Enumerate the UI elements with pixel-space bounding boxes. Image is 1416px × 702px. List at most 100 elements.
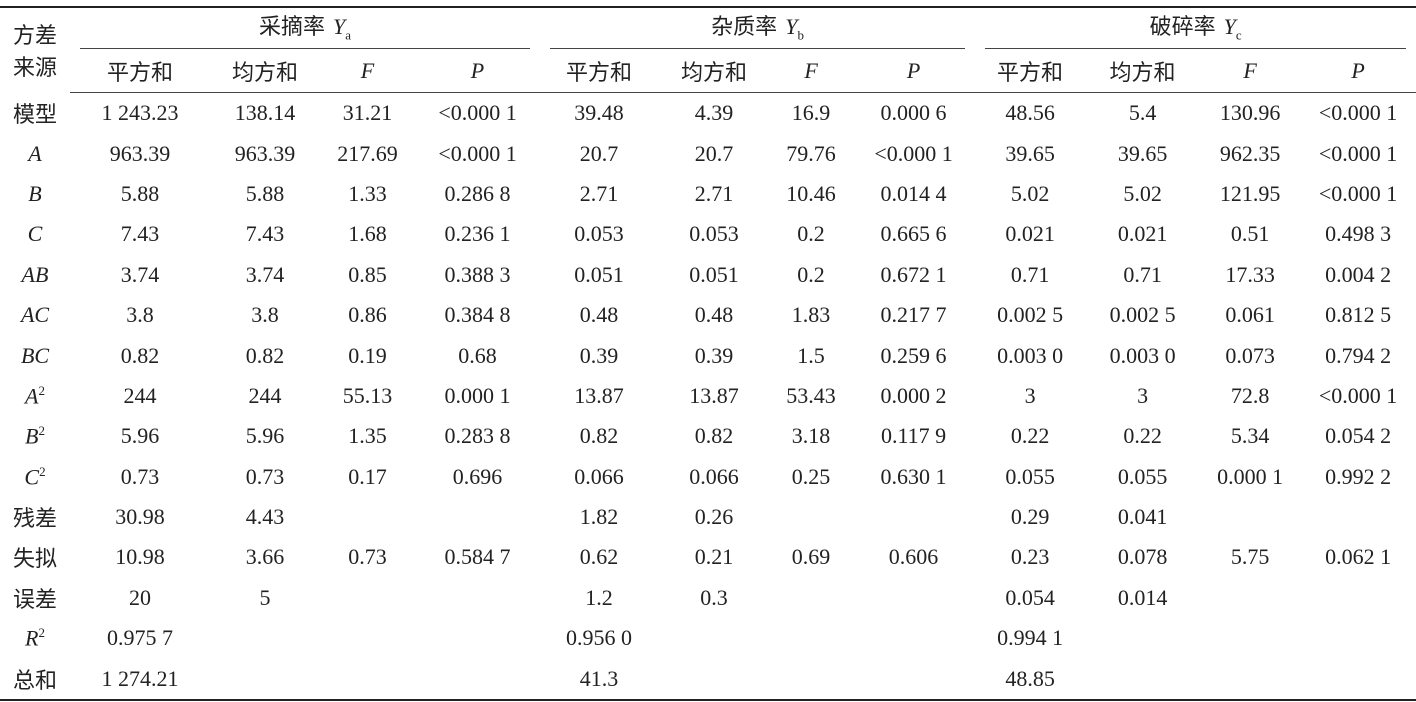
cell: 0.19 [348,342,387,368]
row-label-text: 模型 [12,101,57,127]
cell: 0.812 5 [1325,302,1392,328]
cell: 0.004 2 [1325,261,1392,287]
empty-cell [770,578,852,618]
cell: 39.65 [1005,140,1055,166]
cell: 0.992 2 [1325,463,1392,489]
cell: 0.054 2 [1325,423,1392,449]
cell: <0.000 1 [438,100,517,126]
row-label: 模型 [0,93,70,134]
empty-cell [320,497,415,537]
row-label-sup: 2 [38,423,45,439]
cell: 0.62 [579,544,619,570]
table-row: AC 3.8 3.8 0.86 0.384 8 0.48 0.48 1.83 0.217 7 0.… [0,295,1416,335]
cell: <0.000 1 [1318,382,1398,408]
empty-cell [852,658,976,701]
header-row: 方差 来源 采摘率 Ya 杂质率 Yb 破碎率 Yc [0,6,1416,93]
empty-cell [320,618,415,658]
subheader: 平方和 [70,50,210,93]
cell: 48.85 [975,658,1086,701]
cell: 0.23 [1010,544,1050,570]
cell: 0.054 [1005,584,1055,610]
row-label-sup: 2 [38,625,45,641]
cell: 0.86 [348,302,387,328]
cell: 5.88 [245,180,285,206]
cell: 5 [259,584,271,610]
cell: 0.021 [1117,221,1168,247]
cell: 0.000 6 [880,100,947,126]
cell: 0.82 [245,342,285,368]
empty-cell [320,658,415,701]
empty-cell [1085,618,1200,658]
cell: 0.000 2 [880,382,947,408]
empty-cell [770,497,852,537]
row-header-text: 方差 [12,23,57,49]
cell: 0.794 2 [1325,342,1392,368]
row-label-text: AB [21,261,49,287]
row-label: A2 [0,376,70,416]
row-label-text: 残差 [12,506,57,532]
cell: 2.71 [694,180,734,206]
subheader: F [1200,50,1301,93]
cell: 3 [1137,382,1149,408]
cell: 0.17 [348,463,387,489]
table-row: 总和 1 274.21 41.3 48.85 [0,658,1416,701]
row-label: AC [0,295,70,335]
empty-cell [658,658,771,701]
row-label-text: BC [20,342,50,368]
subheader-row: 平方和 均方和 F P 平方和 均方和 F P 平方和 均方和 F P [0,50,1416,93]
cell: 1.5 [797,342,825,368]
empty-cell [1200,658,1301,701]
row-label-text: AC [20,302,50,328]
cell: 0.73 [245,463,285,489]
cell: 31.21 [342,100,393,126]
row-label: R2 [0,618,70,658]
cell: 0.000 1 [444,382,511,408]
cell: 0.29 [1010,504,1050,530]
cell: 7.43 [245,221,285,247]
row-label-text: C [24,463,40,489]
subheader: P [1300,50,1416,93]
cell: 244 [248,382,282,408]
empty-cell [210,618,320,658]
subheader: P [852,50,976,93]
cell: 5.96 [120,423,160,449]
empty-cell [1200,497,1300,537]
cell: 20.7 [694,140,734,166]
cell: <0.000 1 [1318,180,1398,206]
row-label-sup: 2 [38,382,45,398]
cell: 5.96 [245,423,285,449]
row-label: BC [0,335,70,375]
cell: 130.96 [1219,100,1281,126]
cell: 0.85 [348,261,387,287]
cell: 53.43 [786,382,836,408]
cell: 0.606 [888,544,939,570]
cell: 0.055 [1117,463,1168,489]
table-row: 误差 20 5 1.2 0.3 0.054 0.014 [0,578,1416,618]
cell: 217.69 [337,140,398,166]
cell: 7.43 [120,221,160,247]
row-label-text: 误差 [12,586,57,612]
row-label-text: A [28,140,42,166]
cell: <0.000 1 [438,140,517,166]
cell: 0.073 [1225,342,1275,368]
empty-cell [1300,658,1416,701]
cell: 0.066 [574,463,624,489]
cell: 3.18 [791,423,831,449]
empty-cell [1300,578,1416,618]
cell: 0.2 [797,221,825,247]
cell: 0.22 [1010,423,1050,449]
row-label: 失拟 [0,537,70,577]
cell: 0.73 [348,544,387,570]
anova-table: 方差 来源 采摘率 Ya 杂质率 Yb 破碎率 Yc 平方和 均方和 F P 平方和 均方和 F P 平方和 均方… [0,6,1416,701]
cell: 5.4 [1128,100,1157,126]
cell: 1.33 [348,180,387,206]
group-header: 杂质率 Yb [540,6,976,50]
table-row: C2 0.73 0.73 0.17 0.696 0.066 0.066 0.25 0.630 1… [0,457,1416,497]
cell: 20 [129,584,151,610]
cell: 0.051 [574,261,624,287]
group-underline: 破碎率 Yc [985,9,1407,49]
cell: 5.34 [1230,423,1270,449]
cell: 1.68 [348,221,387,247]
cell: 1 243.23 [101,100,179,126]
